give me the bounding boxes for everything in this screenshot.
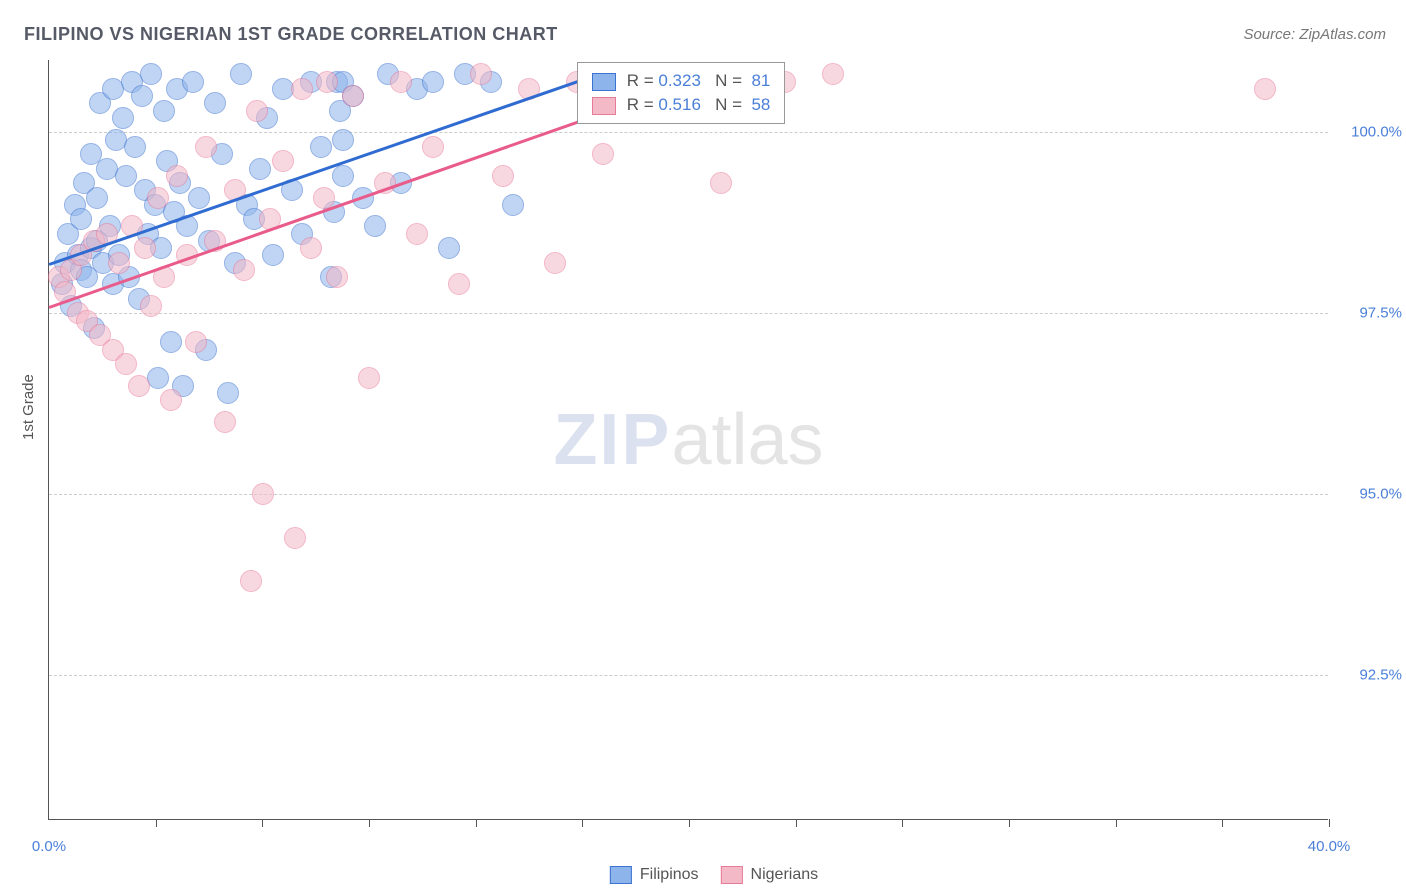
data-point bbox=[252, 483, 274, 505]
data-point bbox=[284, 527, 306, 549]
x-tick bbox=[582, 819, 583, 827]
x-tick bbox=[262, 819, 263, 827]
data-point bbox=[262, 244, 284, 266]
watermark-part1: ZIP bbox=[553, 400, 671, 480]
data-point bbox=[332, 165, 354, 187]
x-tick bbox=[156, 819, 157, 827]
x-tick-label: 0.0% bbox=[32, 838, 66, 855]
data-point bbox=[131, 85, 153, 107]
data-point bbox=[147, 367, 169, 389]
data-point bbox=[272, 150, 294, 172]
x-tick bbox=[902, 819, 903, 827]
data-point bbox=[438, 237, 460, 259]
y-axis-label: 1st Grade bbox=[20, 374, 37, 440]
data-point bbox=[358, 367, 380, 389]
data-point bbox=[86, 187, 108, 209]
data-point bbox=[204, 92, 226, 114]
plot-area: ZIPatlas 92.5%95.0%97.5%100.0%0.0%40.0% … bbox=[48, 60, 1328, 820]
x-tick bbox=[1009, 819, 1010, 827]
data-point bbox=[470, 63, 492, 85]
y-tick-label: 95.0% bbox=[1334, 486, 1402, 503]
data-point bbox=[188, 187, 210, 209]
data-point bbox=[364, 215, 386, 237]
x-tick bbox=[1116, 819, 1117, 827]
x-tick bbox=[476, 819, 477, 827]
data-point bbox=[492, 165, 514, 187]
legend-label: Filipinos bbox=[640, 866, 699, 883]
legend-label: Nigerians bbox=[751, 866, 819, 883]
data-point bbox=[128, 375, 150, 397]
data-point bbox=[313, 187, 335, 209]
data-point bbox=[316, 71, 338, 93]
watermark: ZIPatlas bbox=[553, 399, 823, 481]
data-point bbox=[710, 172, 732, 194]
data-point bbox=[342, 85, 364, 107]
legend-swatch bbox=[721, 866, 743, 884]
data-point bbox=[166, 165, 188, 187]
watermark-part2: atlas bbox=[671, 400, 823, 480]
y-tick-label: 100.0% bbox=[1334, 124, 1402, 141]
source-attribution: Source: ZipAtlas.com bbox=[1243, 26, 1386, 43]
data-point bbox=[147, 187, 169, 209]
data-point bbox=[422, 71, 444, 93]
series-legend: Filipinos Nigerians bbox=[588, 866, 818, 884]
data-point bbox=[134, 237, 156, 259]
data-point bbox=[822, 63, 844, 85]
y-tick-label: 92.5% bbox=[1334, 667, 1402, 684]
x-tick bbox=[796, 819, 797, 827]
chart-title: FILIPINO VS NIGERIAN 1ST GRADE CORRELATI… bbox=[24, 24, 558, 45]
data-point bbox=[1254, 78, 1276, 100]
data-point bbox=[544, 252, 566, 274]
data-point bbox=[246, 100, 268, 122]
data-point bbox=[249, 158, 271, 180]
data-point bbox=[70, 208, 92, 230]
data-point bbox=[182, 71, 204, 93]
x-tick bbox=[369, 819, 370, 827]
data-point bbox=[195, 136, 217, 158]
data-point bbox=[422, 136, 444, 158]
data-point bbox=[140, 63, 162, 85]
data-point bbox=[448, 273, 470, 295]
data-point bbox=[160, 389, 182, 411]
stats-legend: R = 0.323 N = 81 R = 0.516 N = 58 bbox=[577, 62, 785, 124]
data-point bbox=[233, 259, 255, 281]
gridline bbox=[49, 313, 1328, 314]
x-tick-label: 40.0% bbox=[1308, 838, 1351, 855]
x-tick bbox=[689, 819, 690, 827]
y-tick-label: 97.5% bbox=[1334, 305, 1402, 322]
stats-legend-row: R = 0.516 N = 58 bbox=[592, 93, 770, 117]
stats-legend-row: R = 0.323 N = 81 bbox=[592, 69, 770, 93]
x-tick bbox=[1329, 819, 1330, 827]
data-point bbox=[160, 331, 182, 353]
data-point bbox=[185, 331, 207, 353]
data-point bbox=[310, 136, 332, 158]
data-point bbox=[115, 353, 137, 375]
data-point bbox=[217, 382, 239, 404]
data-point bbox=[115, 165, 137, 187]
data-point bbox=[291, 78, 313, 100]
data-point bbox=[390, 71, 412, 93]
gridline bbox=[49, 675, 1328, 676]
data-point bbox=[124, 136, 146, 158]
data-point bbox=[108, 252, 130, 274]
x-tick bbox=[1222, 819, 1223, 827]
gridline bbox=[49, 494, 1328, 495]
data-point bbox=[326, 266, 348, 288]
legend-swatch bbox=[610, 866, 632, 884]
data-point bbox=[592, 143, 614, 165]
gridline bbox=[49, 132, 1328, 133]
data-point bbox=[153, 100, 175, 122]
data-point bbox=[140, 295, 162, 317]
data-point bbox=[230, 63, 252, 85]
data-point bbox=[406, 223, 428, 245]
data-point bbox=[240, 570, 262, 592]
data-point bbox=[332, 129, 354, 151]
data-point bbox=[112, 107, 134, 129]
data-point bbox=[214, 411, 236, 433]
data-point bbox=[502, 194, 524, 216]
data-point bbox=[300, 237, 322, 259]
